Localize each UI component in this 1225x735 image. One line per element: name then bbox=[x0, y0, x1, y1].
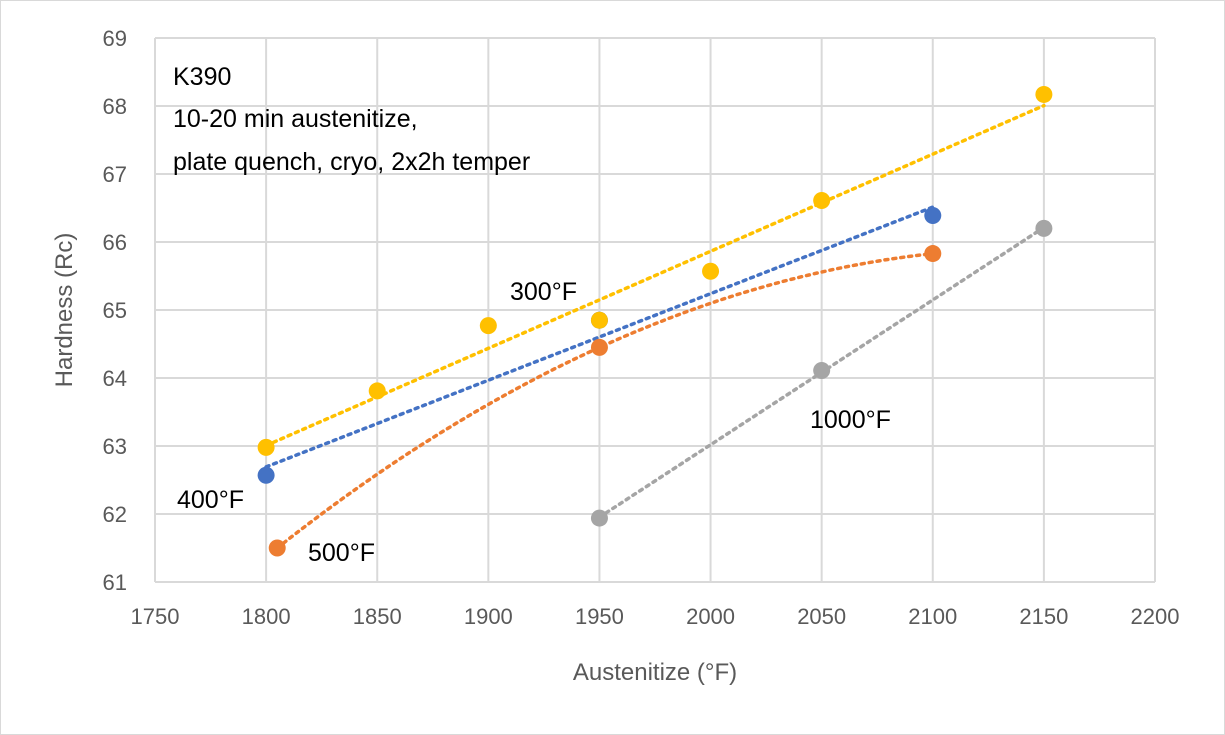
x-tick-label: 1750 bbox=[131, 604, 180, 629]
x-tick-label: 2100 bbox=[908, 604, 957, 629]
data-point-series-2 bbox=[590, 338, 608, 356]
y-tick-label: 62 bbox=[103, 502, 127, 527]
y-axis-title: Hardness (Rc) bbox=[51, 233, 78, 388]
x-tick-label: 1950 bbox=[575, 604, 624, 629]
data-point-series-0 bbox=[590, 311, 608, 329]
data-point-series-1 bbox=[924, 206, 942, 224]
data-point-series-2 bbox=[924, 245, 942, 263]
y-tick-label: 61 bbox=[103, 570, 127, 595]
x-tick-label: 1800 bbox=[242, 604, 291, 629]
data-point-series-3 bbox=[1035, 219, 1053, 237]
y-tick-label: 65 bbox=[103, 298, 127, 323]
data-point-series-0 bbox=[1035, 85, 1053, 103]
y-tick-label: 68 bbox=[103, 94, 127, 119]
annotation-steel: K390 bbox=[173, 63, 231, 91]
x-axis-title: Austenitize (°F) bbox=[573, 659, 737, 686]
x-tick-label: 2200 bbox=[1131, 604, 1180, 629]
data-point-series-1 bbox=[257, 466, 275, 484]
x-tick-label: 2050 bbox=[797, 604, 846, 629]
y-tick-label: 67 bbox=[103, 162, 127, 187]
series-label-400f: 400°F bbox=[177, 486, 244, 514]
data-point-series-3 bbox=[813, 362, 831, 380]
data-point-series-0 bbox=[813, 192, 831, 210]
trendline-0 bbox=[264, 103, 1046, 448]
y-tick-label: 63 bbox=[103, 434, 127, 459]
y-tick-label: 69 bbox=[103, 26, 127, 51]
series-label-300f: 300°F bbox=[510, 278, 577, 306]
data-point-series-3 bbox=[590, 509, 608, 527]
data-point-series-0 bbox=[257, 438, 275, 456]
x-tick-label: 2150 bbox=[1019, 604, 1068, 629]
data-point-series-2 bbox=[268, 539, 286, 557]
annotation-austenitize: 10-20 min austenitize, bbox=[173, 105, 418, 133]
data-point-series-0 bbox=[479, 317, 497, 335]
x-tick-label: 2000 bbox=[686, 604, 735, 629]
data-point-series-0 bbox=[702, 262, 720, 280]
annotation-process: plate quench, cryo, 2x2h temper bbox=[173, 148, 530, 176]
series-label-1000f: 1000°F bbox=[810, 406, 891, 434]
trendline-1 bbox=[264, 205, 935, 469]
y-tick-label: 64 bbox=[103, 366, 127, 391]
series-label-500f: 500°F bbox=[308, 539, 375, 567]
y-tick-label: 66 bbox=[103, 230, 127, 255]
x-tick-label: 1900 bbox=[464, 604, 513, 629]
data-point-series-0 bbox=[368, 382, 386, 400]
x-tick-label: 1850 bbox=[353, 604, 402, 629]
